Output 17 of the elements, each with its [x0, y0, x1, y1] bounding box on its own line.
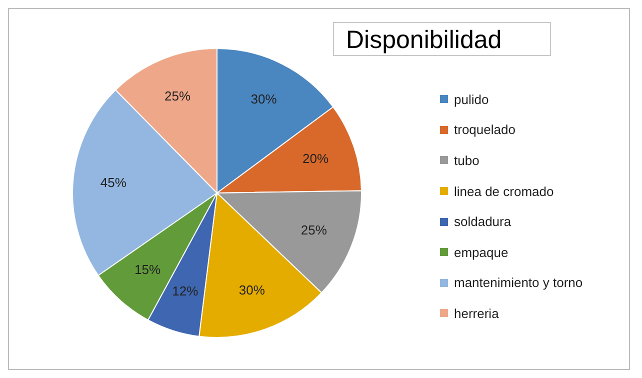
- data-label: 45%: [100, 174, 127, 190]
- legend-label: pulido: [454, 92, 489, 107]
- data-label: 20%: [302, 151, 329, 166]
- legend-label: troquelado: [454, 122, 516, 138]
- data-label: 25%: [164, 88, 192, 104]
- legend-label: linea de cromado: [454, 184, 554, 199]
- data-label: 30%: [250, 92, 278, 107]
- chart-title: Disponibilidad: [333, 22, 551, 56]
- legend-label: mantenimiento y torno: [454, 275, 583, 290]
- legend-label: tubo: [454, 152, 480, 168]
- data-label: 12%: [172, 284, 199, 299]
- legend-label: soldadura: [454, 214, 512, 230]
- legend-label: herreria: [454, 306, 499, 321]
- data-label: 25%: [300, 222, 328, 238]
- data-label: 30%: [238, 282, 266, 298]
- legend-label: empaque: [454, 244, 508, 260]
- data-label: 15%: [134, 262, 161, 278]
